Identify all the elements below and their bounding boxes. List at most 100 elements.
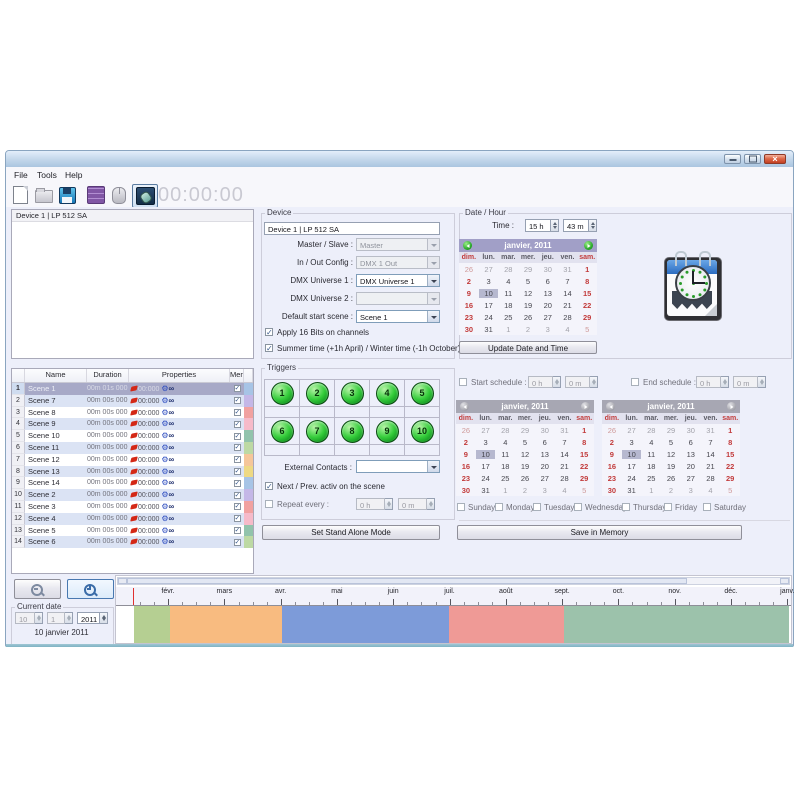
scene-mem-checkbox[interactable]: ✓ [233,444,241,452]
calendar-day-cell[interactable]: 17 [484,300,493,310]
scene-mem-checkbox[interactable]: ✓ [233,491,241,499]
device-option-checkbox[interactable]: ✓ [265,344,273,353]
device-field-select[interactable]: DMX Universe 1 [356,274,440,287]
calendar-day-cell[interactable]: 21 [563,300,572,310]
calendar-day-cell[interactable]: 31 [563,264,572,274]
trigger-button-8[interactable]: 8 [340,419,364,443]
calendar-day-cell[interactable]: 23 [464,312,474,322]
save-in-memory-button[interactable]: Save in Memory [457,525,742,540]
calendar-day-cell[interactable]: 10 [478,288,499,298]
calendar-day-cell[interactable]: 15 [583,288,592,298]
trigger-button-2[interactable]: 2 [305,381,329,405]
calendar-day-cell[interactable]: 4 [565,324,570,334]
calendar-day-cell[interactable]: 22 [583,300,592,310]
scene-mem-checkbox[interactable]: ✓ [233,432,241,440]
scene-mem-checkbox[interactable]: ✓ [233,515,241,523]
scene-mem-checkbox[interactable]: ✓ [233,397,241,405]
weekday-checkbox-saturday[interactable]: ✓ [703,503,711,511]
scene-row[interactable]: 9 Scene 14 00m 00s 000 00:000 ⚙∞ ✓ [12,477,253,490]
weekday-checkbox-thursday[interactable]: ✓ [622,503,630,511]
trigger-button-7[interactable]: 7 [305,419,329,443]
calendar-day-cell[interactable]: 11 [504,288,513,298]
calendar-day-cell[interactable]: 14 [563,288,572,298]
calendar-day-cell[interactable]: 1 [585,264,590,274]
calendar-day-cell[interactable]: 19 [523,300,533,310]
new-file-icon[interactable] [11,185,30,204]
trigger-button-5[interactable]: 5 [410,381,434,405]
current-year-field[interactable]: 2011 [77,612,100,624]
scene-mem-checkbox[interactable]: ✓ [233,385,241,393]
hour-stepper[interactable] [551,219,559,232]
calendar-day-cell[interactable]: 5 [525,276,531,286]
scene-row[interactable]: 10 Scene 2 00m 00s 000 00:000 ⚙∞ ✓ [12,489,253,501]
calendar-day-cell[interactable]: 26 [523,312,533,322]
trigger-button-4[interactable]: 4 [375,381,399,405]
scene-mem-checkbox[interactable]: ✓ [233,538,241,546]
scene-row[interactable]: 8 Scene 13 00m 00s 000 00:000 ⚙∞ ✓ [12,465,253,478]
calendar-day-cell[interactable]: 16 [464,300,474,310]
trigger-button-3[interactable]: 3 [340,381,364,405]
repeat-checkbox[interactable]: ✓ [265,500,273,508]
timeline-scrollbar[interactable] [117,577,790,585]
main-calendar[interactable]: janvier, 2011 dim. lun. mar. mer. jeu. ven. sam… [459,239,597,335]
maximize-button[interactable] [744,154,761,164]
calendar-day-cell[interactable]: 27 [484,264,493,274]
calendar-day-cell[interactable]: 9 [466,288,471,298]
device-field-select[interactable]: Scene 1 [356,310,440,323]
calendar-day-cell[interactable]: 26 [464,264,474,274]
end-schedule-checkbox[interactable]: ✓ [631,378,639,386]
zoom-in-button[interactable] [67,579,114,599]
calendar-day-cell[interactable]: 3 [486,276,491,286]
menu-help[interactable]: Help [65,170,83,180]
calendar-day-cell[interactable]: 31 [484,324,493,334]
calendar-day-cell[interactable]: 18 [504,300,513,310]
calendar-day-cell[interactable]: 8 [585,276,590,286]
scene-row[interactable]: 12 Scene 4 00m 00s 000 00:000 ⚙∞ ✓ [12,512,253,525]
calendar-day-cell[interactable]: 25 [504,312,513,322]
scrollbar-thumb[interactable] [127,578,687,584]
weekday-checkbox-tuesday[interactable]: ✓ [533,503,541,511]
menu-file[interactable]: File [14,170,28,180]
trigger-button-6[interactable]: 6 [270,419,294,443]
next-prev-checkbox[interactable]: ✓ [265,482,273,491]
scroll-left-button[interactable] [118,578,127,584]
scene-row[interactable]: 11 Scene 3 00m 00s 000 00:000 ⚙∞ ✓ [12,500,253,513]
weekday-checkbox-friday[interactable]: ✓ [664,503,672,511]
calendar-day-cell[interactable]: 27 [543,312,552,322]
calendar-day-cell[interactable]: 4 [506,276,511,286]
scene-row[interactable]: 1 Scene 1 00m 01s 000 00:000 ⚙∞ ✓ [12,383,253,395]
device-list-item[interactable]: Device 1 | LP 512 SA [12,210,253,222]
scene-mem-checkbox[interactable]: ✓ [233,479,241,487]
scene-mem-checkbox[interactable]: ✓ [233,420,241,428]
calendar-day-cell[interactable]: 1 [506,324,511,334]
weekday-checkbox-sunday[interactable]: ✓ [457,503,465,511]
scene-mem-checkbox[interactable]: ✓ [233,456,241,464]
close-button[interactable]: × [764,154,786,164]
calendar-day-cell[interactable]: 29 [523,264,533,274]
update-date-time-button[interactable]: Update Date and Time [459,341,597,354]
calendar-day-cell[interactable]: 2 [525,324,531,334]
hour-field[interactable]: 15 h [525,219,551,232]
scene-row[interactable]: 13 Scene 5 00m 00s 000 00:000 ⚙∞ ✓ [12,524,253,537]
patch-grid-icon[interactable] [86,185,105,204]
scene-row[interactable]: 3 Scene 8 00m 00s 000 00:000 ⚙∞ ✓ [12,406,253,419]
stand-alone-mode-icon[interactable] [132,184,158,208]
calendar-day-cell[interactable]: 29 [583,312,592,322]
start-schedule-checkbox[interactable]: ✓ [459,378,467,386]
calendar-day-cell[interactable]: 2 [466,276,471,286]
calendar-day-cell[interactable]: 12 [523,288,533,298]
scene-mem-checkbox[interactable]: ✓ [233,408,241,416]
save-icon[interactable] [58,185,77,204]
device-option-checkbox[interactable]: ✓ [265,328,273,337]
calendar-day-cell[interactable]: 28 [504,264,513,274]
calendar-day-cell[interactable]: 7 [565,276,570,286]
scene-mem-checkbox[interactable]: ✓ [233,526,241,534]
scene-row[interactable]: 14 Scene 6 00m 00s 000 00:000 ⚙∞ ✓ [12,536,253,549]
weekday-checkbox-monday[interactable]: ✓ [495,503,503,511]
scene-mem-checkbox[interactable]: ✓ [233,503,241,511]
scene-row[interactable]: 2 Scene 7 00m 00s 000 00:000 ⚙∞ ✓ [12,394,253,407]
trigger-button-10[interactable]: 10 [410,419,434,443]
calendar-day-cell[interactable]: 24 [484,312,493,322]
calendar-day-cell[interactable]: 3 [545,324,550,334]
calendar-day-cell[interactable]: 30 [543,264,552,274]
